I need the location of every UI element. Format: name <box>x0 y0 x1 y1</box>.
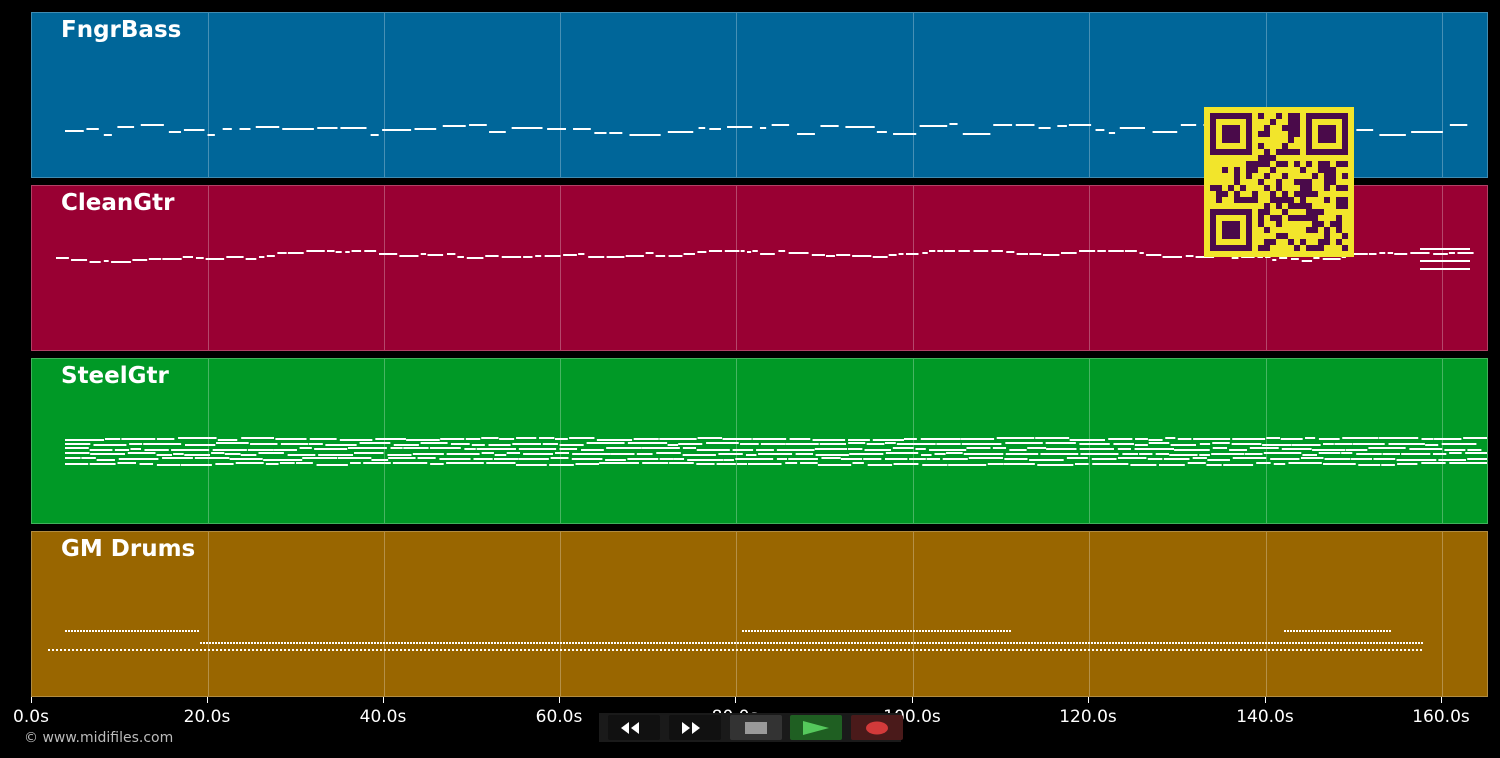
tick-label: 20.0s <box>183 707 231 727</box>
tick-label: 140.0s <box>1236 707 1294 727</box>
tick-mark <box>1088 697 1089 703</box>
grid-line <box>560 532 561 696</box>
tick-mark <box>31 697 32 703</box>
grid-line <box>1266 13 1267 177</box>
track-name: CleanGtr <box>61 190 175 216</box>
grid-line <box>913 13 914 177</box>
grid-line <box>384 13 385 177</box>
track-name: SteelGtr <box>61 363 169 389</box>
grid-line <box>736 186 737 350</box>
note-roll-cleangtr <box>56 248 1474 270</box>
grid-line <box>736 532 737 696</box>
grid-line <box>384 532 385 696</box>
grid-line <box>913 359 914 523</box>
grid-line <box>384 359 385 523</box>
grid-line <box>208 532 209 696</box>
tick-label: 40.0s <box>359 707 407 727</box>
tick-mark <box>912 697 913 703</box>
grid-line <box>208 13 209 177</box>
grid-line <box>1089 13 1090 177</box>
transport-bar <box>599 713 903 742</box>
track-fngrbass[interactable]: FngrBass <box>31 12 1488 178</box>
qr-code <box>1204 107 1354 257</box>
track-name: GM Drums <box>61 536 196 562</box>
grid-line <box>1442 13 1443 177</box>
fast-forward-button[interactable] <box>669 715 721 740</box>
rewind-button[interactable] <box>608 715 660 740</box>
record-icon <box>866 721 888 734</box>
copyright-text: © www.midifiles.com <box>24 730 174 746</box>
note-roll-gm-drums <box>48 630 1423 651</box>
grid-line <box>1442 532 1443 696</box>
grid-line <box>1442 359 1443 523</box>
grid-line <box>560 359 561 523</box>
tick-label: 0.0s <box>13 707 49 727</box>
tick-mark <box>735 697 736 703</box>
play-button[interactable] <box>790 715 842 740</box>
tick-mark <box>559 697 560 703</box>
grid-line <box>913 532 914 696</box>
rewind-icon <box>621 721 639 734</box>
grid-line <box>1089 186 1090 350</box>
fast-forward-icon <box>682 721 700 734</box>
tick-mark <box>383 697 384 703</box>
grid-line <box>384 186 385 350</box>
stop-button[interactable] <box>730 715 782 740</box>
grid-line <box>208 186 209 350</box>
tick-label: 60.0s <box>535 707 583 727</box>
grid-line <box>913 186 914 350</box>
play-icon <box>803 720 829 735</box>
track-name: FngrBass <box>61 17 182 43</box>
grid-line <box>560 13 561 177</box>
grid-line <box>1266 186 1267 350</box>
track-gm-drums[interactable]: GM Drums <box>31 531 1488 697</box>
grid-line <box>736 359 737 523</box>
stop-icon <box>745 721 767 734</box>
tick-mark <box>1265 697 1266 703</box>
grid-line <box>1266 532 1267 696</box>
record-button[interactable] <box>851 715 903 740</box>
tick-label: 120.0s <box>1059 707 1117 727</box>
grid-line <box>208 359 209 523</box>
grid-line <box>736 13 737 177</box>
track-steelgtr[interactable]: SteelGtr <box>31 358 1488 524</box>
tick-mark <box>207 697 208 703</box>
grid-line <box>560 186 561 350</box>
grid-line <box>1266 359 1267 523</box>
tick-mark <box>1441 697 1442 703</box>
grid-line <box>1089 532 1090 696</box>
note-roll-steelgtr <box>65 437 1487 466</box>
tick-label: 160.0s <box>1412 707 1470 727</box>
